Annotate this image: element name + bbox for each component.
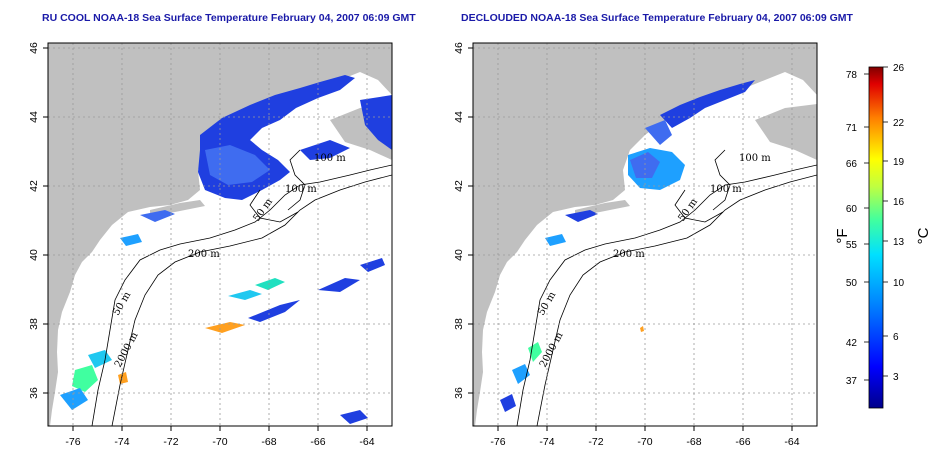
- bathymetry-contours: [91, 149, 392, 426]
- lon-tick-label: -64: [359, 436, 374, 448]
- celsius-tick-label: 3: [893, 372, 899, 383]
- left-map-panel: 100 m 100 m 50 m 200 m 50 m 2000 m -76 -…: [28, 42, 393, 448]
- fahrenheit-tick-label: 50: [846, 278, 858, 289]
- fahrenheit-tick-label: 60: [846, 204, 858, 215]
- colorbar-fahrenheit-labels: 78 71 66 60 55 50 42 37: [846, 70, 858, 387]
- lat-tick-label: 36: [28, 387, 40, 399]
- celsius-tick-label: 16: [893, 197, 905, 208]
- bathymetry-contours: [516, 149, 817, 426]
- lon-tick-label: -68: [261, 436, 276, 448]
- lat-tick-label: 44: [453, 111, 465, 123]
- right-map-title: DECLOUDED NOAA-18 Sea Surface Temperatur…: [461, 12, 853, 24]
- left-map-title: RU COOL NOAA-18 Sea Surface Temperature …: [42, 12, 416, 24]
- longitude-tick-labels: -76 -74 -72 -70 -68 -66 -64: [490, 436, 799, 448]
- lat-lon-grid: [473, 43, 817, 426]
- land-mass: [48, 43, 392, 426]
- lon-tick-label: -72: [588, 436, 603, 448]
- land-mass: [755, 104, 817, 160]
- lon-tick-label: -76: [490, 436, 505, 448]
- lon-tick-label: -66: [310, 436, 325, 448]
- fahrenheit-tick-label: 42: [846, 338, 858, 349]
- lat-tick-label: 38: [28, 318, 40, 330]
- lat-tick-label: 46: [453, 42, 465, 54]
- lon-tick-label: -70: [637, 436, 652, 448]
- lon-tick-label: -66: [735, 436, 750, 448]
- lon-tick-label: -72: [163, 436, 178, 448]
- celsius-tick-label: 26: [893, 63, 905, 74]
- lat-tick-label: 38: [453, 318, 465, 330]
- lat-lon-grid: [48, 43, 392, 426]
- lon-tick-label: -68: [686, 436, 701, 448]
- lat-tick-label: 40: [28, 249, 40, 261]
- right-map-panel: 100 m 100 m 50 m 200 m 50 m 2000 m -76 -…: [453, 42, 818, 448]
- fahrenheit-tick-label: 66: [846, 159, 858, 170]
- latitude-tick-labels: 46 44 42 40 38 36: [28, 42, 40, 399]
- celsius-tick-label: 19: [893, 157, 905, 168]
- axis-ticks: [468, 47, 793, 431]
- celsius-tick-label: 6: [893, 332, 899, 343]
- celsius-tick-label: 22: [893, 118, 905, 129]
- axis-ticks: [43, 47, 368, 431]
- contour-label-200m: 200 m: [188, 249, 220, 260]
- lon-tick-label: -74: [114, 436, 129, 448]
- celsius-tick-label: 10: [893, 278, 905, 289]
- lon-tick-label: -70: [212, 436, 227, 448]
- colorbar-gradient: [868, 66, 884, 409]
- longitude-tick-labels: -76 -74 -72 -70 -68 -66 -64: [65, 436, 374, 448]
- sst-data: [500, 80, 755, 412]
- lat-tick-label: 36: [453, 387, 465, 399]
- celsius-unit-label: °C: [915, 227, 932, 244]
- land-mass: [473, 43, 817, 426]
- lat-tick-label: 46: [28, 42, 40, 54]
- lat-tick-label: 42: [453, 180, 465, 192]
- lon-tick-label: -64: [784, 436, 799, 448]
- contour-label-100m: 100 m: [739, 153, 771, 164]
- fahrenheit-tick-label: 37: [846, 376, 858, 387]
- colorbar-celsius-labels: 26 22 19 16 13 10 6 3: [893, 63, 905, 383]
- contour-label-100m: 100 m: [285, 184, 317, 195]
- lat-tick-label: 42: [28, 180, 40, 192]
- colorbar-ticks: [864, 66, 888, 381]
- latitude-tick-labels: 46 44 42 40 38 36: [453, 42, 465, 399]
- colorbar: 78 71 66 60 55 50 42 37 26 22 19 16 13 1…: [834, 63, 932, 409]
- contour-label-200m: 200 m: [613, 249, 645, 260]
- lon-tick-label: -74: [539, 436, 554, 448]
- fahrenheit-tick-label: 55: [846, 240, 858, 251]
- lat-tick-label: 44: [28, 111, 40, 123]
- lon-tick-label: -76: [65, 436, 80, 448]
- fahrenheit-tick-label: 78: [846, 70, 858, 81]
- sst-data: [60, 75, 392, 424]
- lat-tick-label: 40: [453, 249, 465, 261]
- fahrenheit-unit-label: °F: [834, 228, 851, 243]
- celsius-tick-label: 13: [893, 237, 905, 248]
- contour-label-100m: 100 m: [314, 153, 346, 164]
- contour-label-100m: 100 m: [710, 184, 742, 195]
- fahrenheit-tick-label: 71: [846, 123, 858, 134]
